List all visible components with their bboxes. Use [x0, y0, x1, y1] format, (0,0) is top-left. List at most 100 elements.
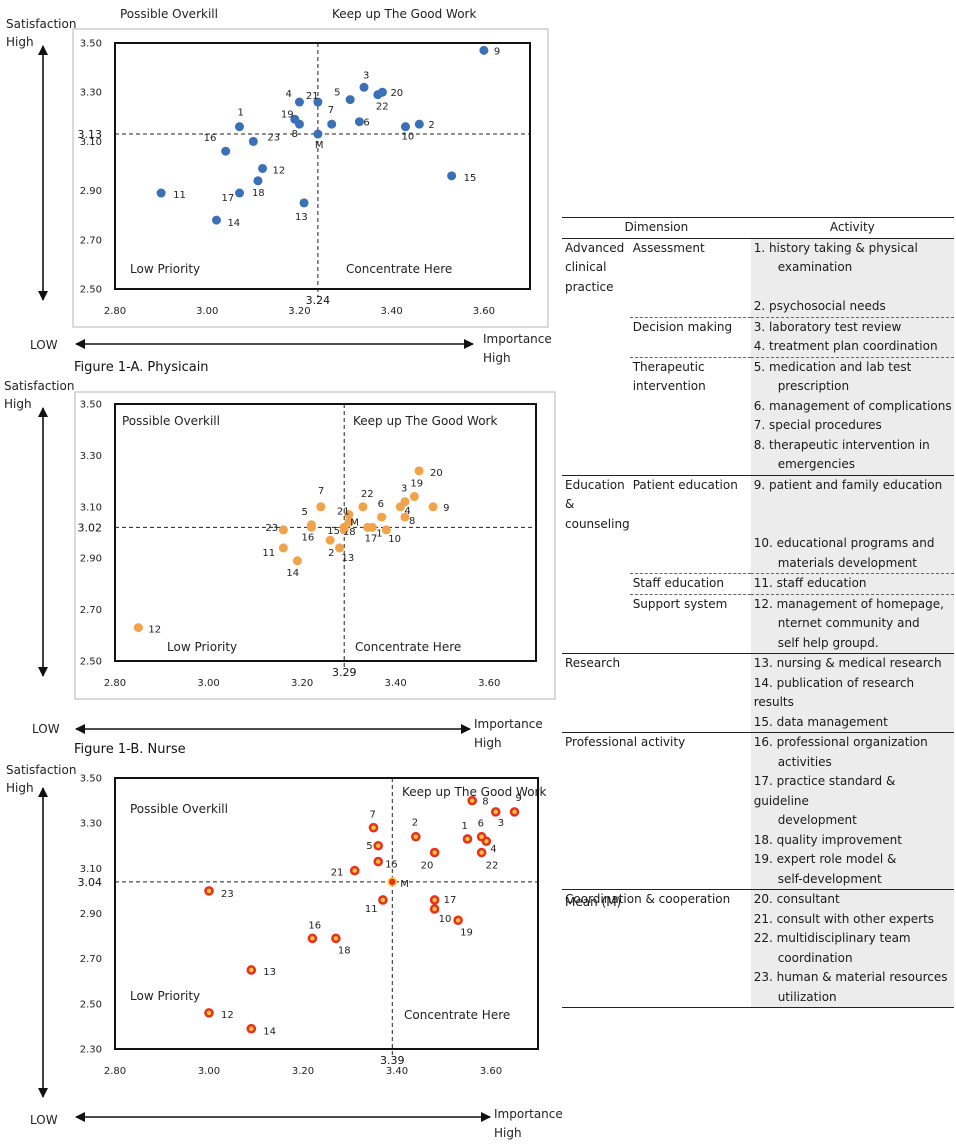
point-label: 11 [173, 190, 186, 201]
dimension-activity-table: Dimension Activity Advanced clinical pract… [562, 217, 954, 1008]
x-tick-label: 2.80 [104, 306, 126, 317]
dimension-cell [562, 831, 630, 851]
x-axis-label-high: High [474, 736, 502, 750]
cell-line: 1. history taking & physical [753, 240, 918, 255]
data-point-core [249, 967, 254, 973]
y-tick-label: 3.50 [80, 400, 102, 411]
table-row: 7. special procedures [562, 416, 954, 436]
table-row: 18. quality improvement [562, 830, 954, 851]
y-axis-label: Satisfaction [4, 379, 74, 393]
subdimension-cell: Patient education [629, 474, 751, 534]
mean-y-label: 3.04 [78, 876, 103, 889]
dimension-cell [562, 337, 630, 357]
data-point [414, 466, 424, 476]
cell-line: Advanced [565, 240, 625, 255]
point-label: 1 [238, 108, 244, 119]
x-tick-label: 3.20 [291, 678, 313, 689]
point-label: 6 [363, 118, 369, 129]
cell-line: 14. publication of research results [753, 675, 915, 710]
y-tick-label: 3.10 [80, 864, 102, 875]
table-row: Research 13. nursing & medical research [562, 653, 954, 674]
subdimension-cell [630, 929, 751, 968]
data-point [248, 136, 258, 146]
dimension-cell: Professional activity [562, 732, 751, 772]
low-label: LOW [32, 722, 60, 736]
table-row: Professional activity 16. professional or… [562, 732, 954, 772]
table-row: Staff education 11. staff education [562, 573, 954, 594]
cell-line: Decision making [632, 319, 733, 334]
point-label: 14 [227, 218, 240, 229]
y-tick-label: 2.70 [80, 235, 102, 246]
data-point [253, 176, 263, 186]
activity-cell: 22. multidisciplinary team coordination [750, 929, 954, 968]
point-label: 2 [328, 548, 334, 559]
subdimension-cell [630, 831, 751, 851]
subdimension-cell [630, 297, 751, 317]
data-point [235, 188, 244, 198]
data-point-core [413, 834, 418, 839]
cell-line: 15. data management [753, 714, 888, 729]
point-label: 15 [385, 860, 398, 871]
subdimension-cell [630, 416, 751, 436]
cell-line: emergencies [777, 457, 856, 471]
dimension-cell [562, 772, 630, 831]
subdimension-cell: Therapeutic intervention [629, 356, 751, 397]
data-point [327, 119, 337, 129]
activity-cell: 4. treatment plan coordination [750, 337, 954, 357]
subdimension-cell: Assessment [629, 237, 751, 297]
activity-cell: 15. data management [750, 712, 954, 733]
cell-line: 12. management of homepage, [753, 596, 944, 611]
table-row: 6. management of complications [562, 396, 954, 416]
mean-x-label: 3.39 [380, 1054, 405, 1067]
point-label: 5 [334, 88, 340, 99]
figure-caption: Figure 1-A. Physicain [74, 360, 209, 375]
table-row: 19. expert role model & self-development [562, 850, 954, 890]
data-point [258, 163, 268, 173]
dimension-cell [562, 850, 630, 890]
cell-line: coordination [777, 950, 853, 965]
figure-caption: Figure 1-B. Nurse [74, 742, 186, 757]
data-point-mean [387, 877, 398, 887]
y-tick-label: 2.70 [80, 954, 102, 965]
data-point [447, 171, 457, 181]
data-point-core [371, 825, 376, 830]
point-label: 13 [295, 212, 308, 223]
y-tick-label: 2.70 [80, 605, 102, 616]
cell-line: development [777, 813, 857, 827]
activity-cell: 14. publication of research results [750, 673, 954, 713]
x-tick-label: 3.60 [478, 678, 500, 689]
subdimension-cell [630, 850, 751, 890]
quadrant-label-top-left: Possible Overkill [122, 414, 220, 428]
data-point [299, 198, 309, 208]
cell-line: materials development [777, 555, 917, 570]
dimension-cell: Coordination & cooperation [562, 889, 751, 910]
cell-line: Staff education [632, 576, 724, 590]
subdimension-cell [629, 968, 751, 1008]
cell-line: intervention [632, 379, 706, 393]
point-label: 5 [301, 507, 307, 518]
data-point [395, 502, 405, 512]
data-point-core [493, 809, 498, 815]
data-point [306, 522, 316, 532]
plot-area [114, 403, 537, 662]
y-tick-label: 2.90 [80, 186, 102, 197]
point-label: 11 [262, 548, 275, 559]
quadrant-label-bottom-left: Low Priority [130, 262, 200, 276]
x-axis-label: Importance [494, 1107, 563, 1121]
quadrant-label-bottom-right: Concentrate Here [355, 640, 461, 654]
data-point-mean [313, 129, 323, 139]
dimension-header: Dimension [562, 217, 751, 239]
y-axis-label-high: High [4, 397, 32, 411]
x-axis-label-high: High [483, 351, 511, 365]
x-tick-label: 3.00 [198, 1066, 220, 1077]
point-label: 7 [328, 105, 334, 116]
data-point [156, 188, 166, 198]
quadrant-label-bottom-left: Low Priority [167, 640, 237, 654]
activity-cell: 6. management of complications [750, 396, 954, 416]
point-label: 5 [366, 841, 372, 852]
table-row: Decision making 3. laboratory test review [562, 316, 954, 337]
activity-cell: 21. consult with other experts [750, 909, 954, 929]
y-tick-label: 3.50 [80, 39, 102, 50]
data-point [290, 114, 300, 124]
